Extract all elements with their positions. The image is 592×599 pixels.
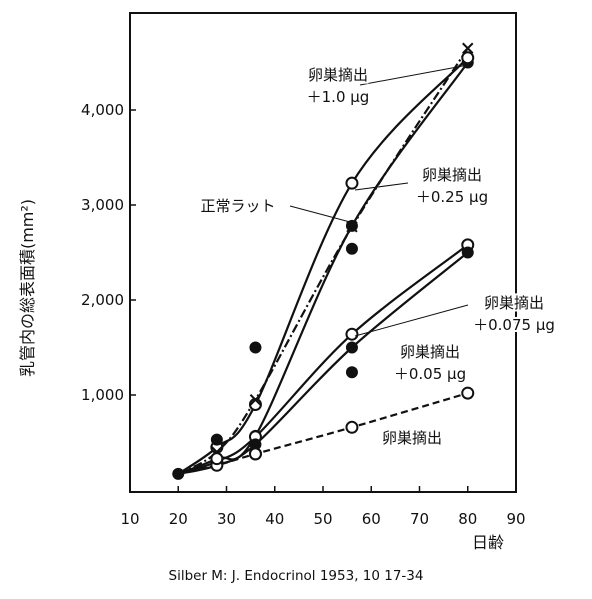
x-tick-label: 90 xyxy=(506,510,525,528)
data-point-filled xyxy=(210,433,223,446)
x-tick-label: 50 xyxy=(313,510,332,528)
x-tick-label: 20 xyxy=(169,510,188,528)
marker-layer xyxy=(172,42,475,480)
x-tick-label: 60 xyxy=(362,510,381,528)
plot-frame xyxy=(129,12,517,493)
data-point-open xyxy=(345,420,359,434)
series-annotation: 卵巣摘出 xyxy=(484,294,544,312)
series-annotation: ＋0.075 μg xyxy=(473,316,555,334)
series-annotation: ＋0.05 μg xyxy=(394,365,466,383)
x-tick-label: 80 xyxy=(458,510,477,528)
data-point-open xyxy=(248,447,262,461)
series-line-3 xyxy=(177,47,469,475)
data-point-cross xyxy=(346,221,358,233)
y-tick-labels: 1,000 2,000 3,000 4,000 xyxy=(81,101,124,404)
data-point-filled xyxy=(345,366,358,379)
source-citation: Silber M: J. Endocrinol 1953, 10 17-34 xyxy=(168,568,424,584)
data-point-filled xyxy=(345,242,358,255)
x-tick-labels: 10 20 30 40 50 60 70 80 90 xyxy=(120,510,525,528)
x-axis-label: 日齢 xyxy=(472,533,504,552)
data-point-open xyxy=(345,176,359,190)
series-annotation: 卵巣摘出 xyxy=(400,343,460,361)
y-tick-label: 2,000 xyxy=(81,291,124,309)
x-tick-label: 30 xyxy=(217,510,236,528)
y-tick-label: 1,000 xyxy=(81,386,124,404)
data-point-filled xyxy=(345,341,358,354)
annotation-leader xyxy=(354,182,409,191)
series-line-1 xyxy=(177,61,469,475)
series-annotation: 卵巣摘出 xyxy=(422,166,482,184)
x-tick-label: 10 xyxy=(120,510,139,528)
series-annotation: 卵巣摘出 xyxy=(308,66,368,84)
leader-layer xyxy=(289,64,469,337)
data-point-cross xyxy=(249,394,262,406)
data-point-cross xyxy=(462,42,474,54)
annotation-leader xyxy=(289,205,351,223)
series-annotation: ＋1.0 μg xyxy=(307,88,370,106)
x-tick-label: 40 xyxy=(265,510,284,528)
data-point-open xyxy=(461,386,475,400)
y-tick-label: 3,000 xyxy=(81,196,124,214)
annotation-leader xyxy=(354,304,469,337)
data-point-filled xyxy=(249,341,262,354)
data-point-open xyxy=(345,327,359,341)
data-point-open xyxy=(461,51,475,65)
data-point-open xyxy=(210,452,224,466)
annotation-leader xyxy=(359,64,469,86)
series-annotation: ＋0.25 μg xyxy=(416,188,488,206)
series-layer xyxy=(177,47,469,475)
data-point-filled xyxy=(461,246,474,259)
series-annotation: 卵巣摘出 xyxy=(382,429,442,447)
y-tick-label: 4,000 xyxy=(81,101,124,119)
x-tick-label: 70 xyxy=(410,510,429,528)
y-axis-label: 乳管内の総表面積(mm²) xyxy=(18,199,37,377)
data-point-filled xyxy=(172,467,185,480)
series-annotation: 正常ラット xyxy=(200,197,275,215)
series-line-6 xyxy=(178,392,469,475)
